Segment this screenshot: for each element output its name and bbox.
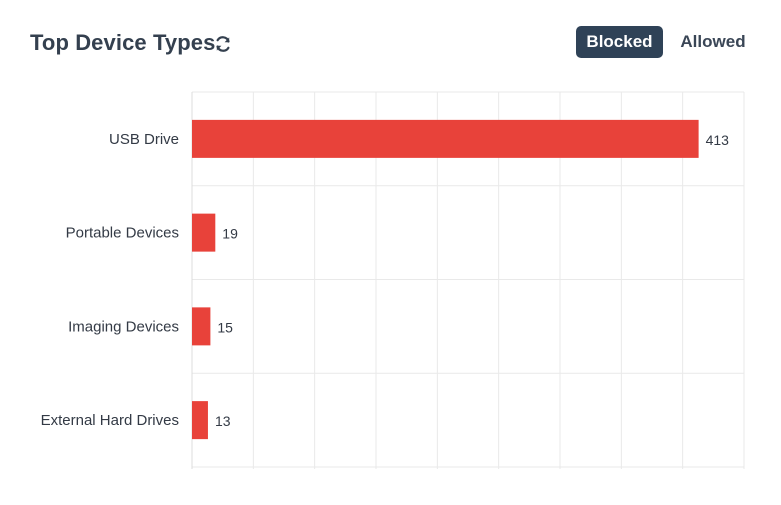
category-label: USB Drive — [109, 131, 179, 148]
data-label: 15 — [217, 319, 233, 335]
category-label: External Hard Drives — [41, 412, 179, 429]
bar-usb-drive — [192, 119, 699, 158]
bar-chart: USB Drive 413 Portable Devices 19 Imaging De… — [0, 80, 781, 500]
category-label: Imaging Devices — [68, 318, 179, 335]
chart-svg: USB Drive 413 Portable Devices 19 Imaging De… — [41, 91, 745, 469]
chart-header: Top Device Types Blocked Allowed — [0, 0, 781, 80]
allowed-toggle-button[interactable]: Allowed — [680, 32, 746, 51]
data-label: 13 — [215, 413, 231, 429]
bar-portable-devices — [192, 213, 216, 252]
category-label: Portable Devices — [66, 225, 179, 242]
refresh-icon[interactable] — [213, 34, 233, 54]
blocked-toggle-button[interactable]: Blocked — [576, 26, 663, 58]
bar-external-hard-drives — [192, 401, 208, 440]
data-label: 19 — [222, 226, 238, 242]
chart-title: Top Device Types — [30, 30, 216, 55]
data-label: 413 — [706, 132, 730, 148]
bar-imaging-devices — [192, 307, 211, 346]
